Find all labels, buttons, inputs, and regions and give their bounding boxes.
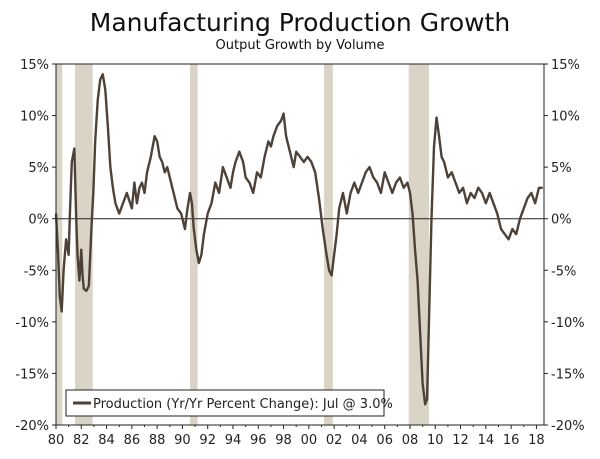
x-tick-label: 86 (124, 433, 141, 448)
y-tick-label-left: -15% (15, 367, 49, 382)
y-tick-label-right: -15% (551, 367, 585, 382)
x-tick-label: 04 (351, 433, 368, 448)
x-tick-label: 06 (376, 433, 393, 448)
y-tick-label-left: 15% (20, 58, 49, 73)
x-tick-label: 10 (427, 433, 444, 448)
x-tick-label: 98 (275, 433, 292, 448)
x-tick-label: 16 (503, 433, 520, 448)
axis-tick-labels: 15% 15% 10% 10% 5% 5% 0% 0% -5% -5% -10% -10% -15% -1… (15, 58, 584, 448)
chart-subtitle: Output Growth by Volume (215, 38, 385, 53)
plot-area-frame (55, 63, 545, 426)
chart-title: Manufacturing Production Growth (89, 8, 511, 37)
x-tick-label: 84 (98, 433, 115, 448)
y-tick-label-right: -20% (551, 419, 585, 434)
axis-ticks (52, 63, 548, 429)
recession-band (408, 64, 429, 425)
y-tick-label-right: 10% (551, 110, 580, 125)
y-tick-label-right: 5% (551, 161, 572, 176)
x-tick-label: 92 (199, 433, 216, 448)
y-tick-label-right: 15% (551, 58, 580, 73)
legend-box (65, 389, 385, 417)
x-tick-label: 12 (452, 433, 469, 448)
x-tick-label: 08 (402, 433, 419, 448)
recession-band (190, 64, 198, 425)
y-tick-label-right: -5% (551, 264, 576, 279)
recession-bands (56, 64, 429, 425)
x-tick-label: 94 (225, 433, 242, 448)
y-tick-label-right: 0% (551, 213, 572, 228)
x-tick-label: 96 (250, 433, 267, 448)
x-tick-label: 80 (48, 433, 65, 448)
x-tick-label: 00 (301, 433, 318, 448)
series-line-production (54, 73, 543, 406)
x-tick-label: 14 (478, 433, 495, 448)
y-tick-label-right: -10% (551, 316, 585, 331)
y-tick-label-left: -10% (15, 316, 49, 331)
x-tick-label: 88 (149, 433, 166, 448)
y-tick-label-left: 5% (28, 161, 49, 176)
y-tick-label-left: 0% (28, 213, 49, 228)
recession-band (74, 64, 93, 425)
x-tick-label: 18 (528, 433, 545, 448)
y-tick-label-left: 10% (20, 110, 49, 125)
y-tick-label-left: -20% (15, 419, 49, 434)
recession-band (56, 64, 63, 425)
recession-band (324, 64, 333, 425)
y-tick-label-left: -5% (24, 264, 49, 279)
legend: Production (Yr/Yr Percent Change): Jul @… (65, 389, 393, 417)
x-tick-label: 90 (174, 433, 191, 448)
legend-label: Production (Yr/Yr Percent Change): Jul @… (93, 397, 393, 412)
x-tick-label: 82 (73, 433, 90, 448)
x-tick-label: 02 (326, 433, 343, 448)
